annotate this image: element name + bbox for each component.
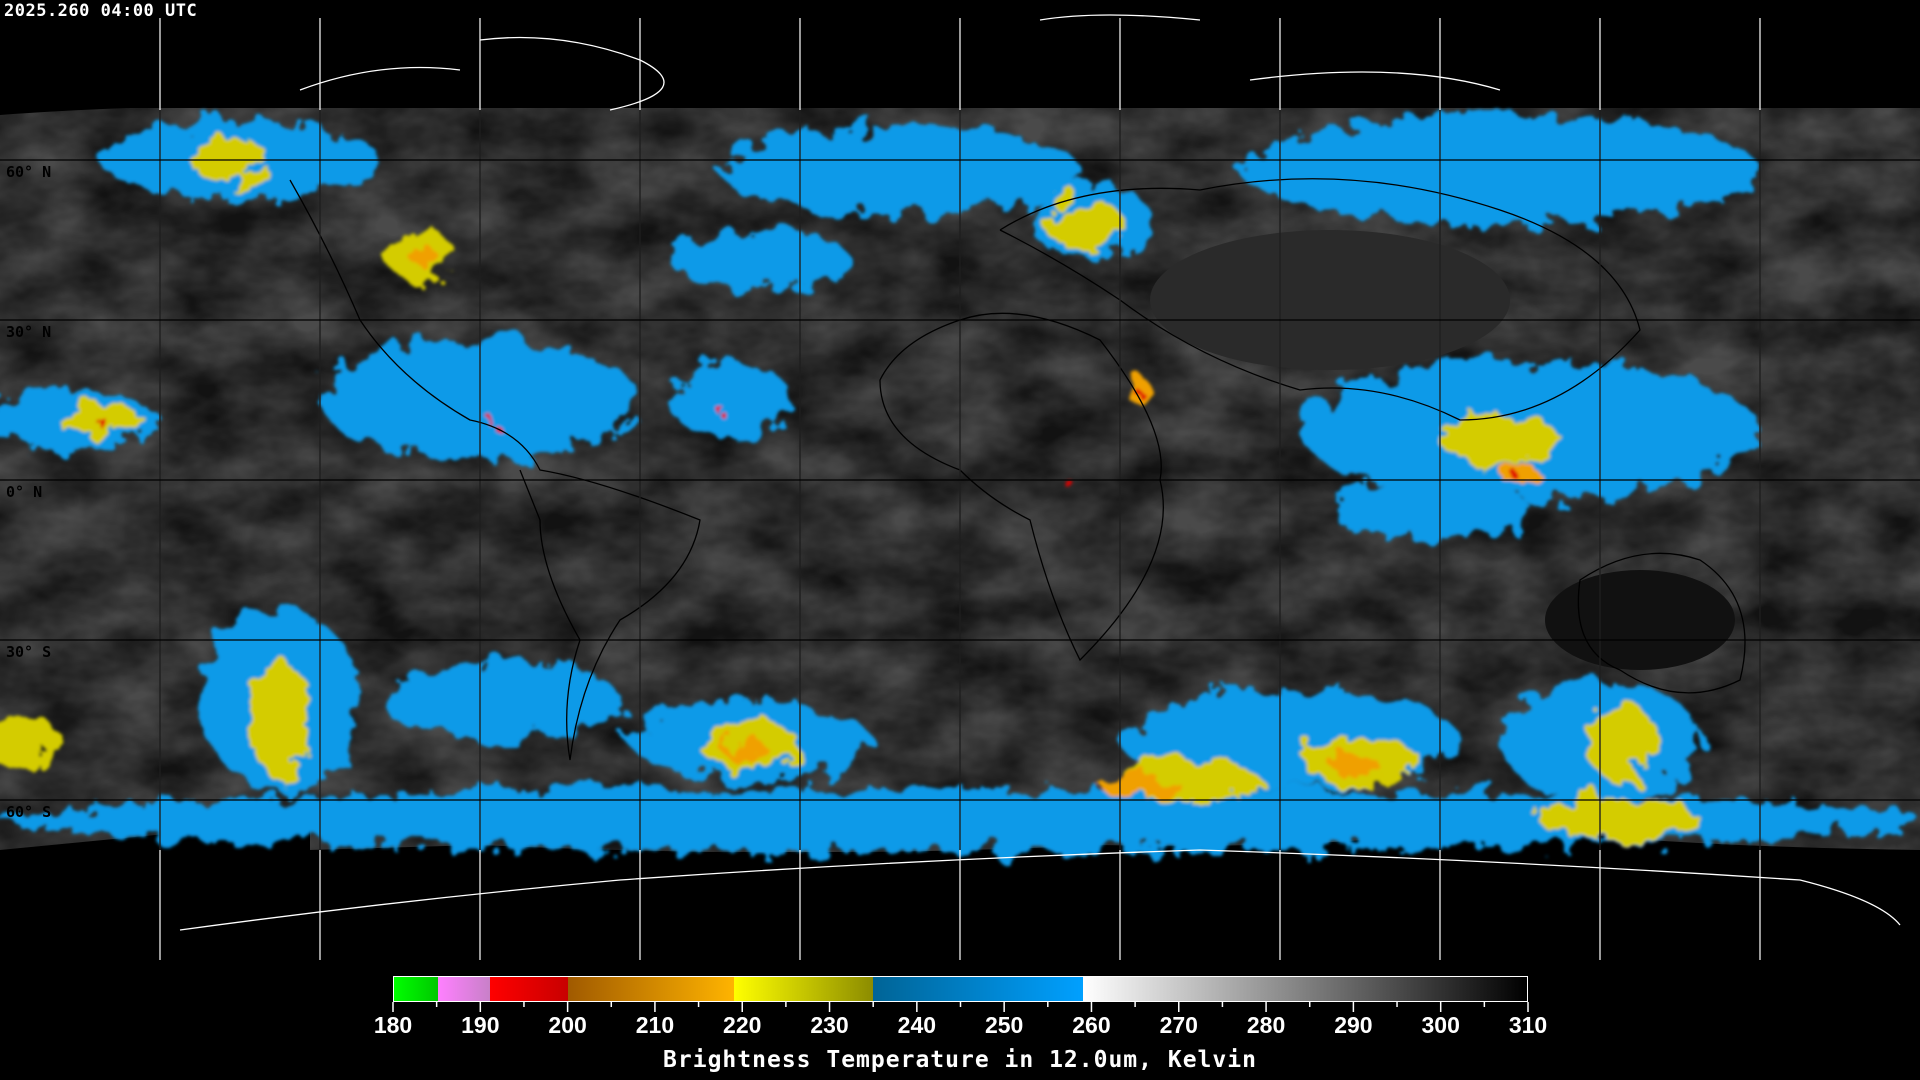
colorbar-tick-label: 260 — [1072, 1012, 1111, 1038]
colorbar-tick-label: 240 — [897, 1012, 937, 1038]
colorbar-tick-label: 200 — [548, 1012, 587, 1038]
colorbar-segment — [1082, 977, 1527, 1001]
colorbar-tick-label: 300 — [1421, 1012, 1460, 1038]
colorbar-segment — [873, 977, 1083, 1001]
colorbar-tick-label: 180 — [373, 1012, 413, 1038]
lat-label-0n: 0° N — [6, 483, 43, 501]
colorbar-tick-label: 230 — [810, 1012, 849, 1038]
colorbar-segment — [568, 977, 734, 1001]
satellite-map — [0, 14, 1920, 960]
colorbar-segment — [437, 977, 490, 1001]
colorbar-tick-label: 210 — [635, 1012, 675, 1038]
colorbar-segment — [733, 977, 874, 1001]
colorbar-tick-label: 220 — [723, 1012, 762, 1038]
colorbar-tick-label: 290 — [1334, 1012, 1373, 1038]
colorbar — [393, 976, 1528, 1002]
colorbar-segment — [394, 977, 438, 1001]
graticule — [0, 18, 1920, 960]
colorbar-tick-label: 250 — [984, 1012, 1024, 1038]
lat-label-60s: 60° S — [6, 803, 52, 821]
colorbar-ticks — [392, 1002, 1529, 1012]
colorbar-tick-label: 270 — [1159, 1012, 1198, 1038]
colorbar-segment — [489, 977, 569, 1001]
lat-label-30n: 30° N — [6, 323, 52, 341]
lat-label-30s: 30° S — [6, 643, 52, 661]
colorbar-tick-label: 190 — [461, 1012, 500, 1038]
colorbar-title: Brightness Temperature in 12.0um, Kelvin — [663, 1047, 1257, 1073]
colorbar-tick-label: 280 — [1246, 1012, 1286, 1038]
lat-label-60n: 60° N — [6, 163, 52, 181]
timestamp-label: 2025.260 04:00 UTC — [4, 1, 198, 21]
colorbar-tick-label: 310 — [1508, 1012, 1548, 1038]
